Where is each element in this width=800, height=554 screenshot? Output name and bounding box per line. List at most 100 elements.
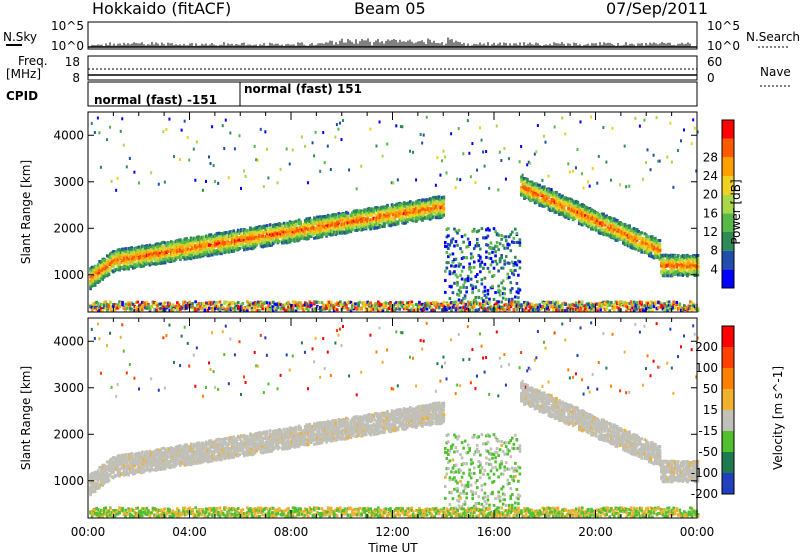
power-cell <box>308 223 312 227</box>
power-cell <box>191 250 194 254</box>
power-cell <box>509 281 513 285</box>
power-cell <box>188 158 191 162</box>
power-cell <box>319 229 322 233</box>
power-cell <box>249 236 252 240</box>
power-cell <box>271 308 275 312</box>
power-cell <box>99 260 103 264</box>
power-cell <box>334 302 337 306</box>
power-cell <box>243 238 246 242</box>
power-cell <box>223 307 226 311</box>
power-cell <box>475 237 479 241</box>
power-cell <box>160 247 164 251</box>
power-cell <box>306 233 310 237</box>
power-cell <box>262 185 265 189</box>
power-cell <box>267 306 271 310</box>
power-cell <box>271 229 275 233</box>
power-cell <box>99 266 103 270</box>
power-cell <box>287 300 290 304</box>
power-cell <box>106 266 109 270</box>
power-cell <box>293 300 296 304</box>
power-cell <box>118 304 121 308</box>
power-cell <box>451 237 455 241</box>
power-cell <box>488 301 491 305</box>
power-cell <box>303 303 307 307</box>
power-cell <box>159 242 162 246</box>
power-cell <box>191 253 194 257</box>
power-cell <box>204 236 208 240</box>
power-cell <box>150 256 153 260</box>
power-cell <box>444 269 447 273</box>
power-cell <box>209 243 213 247</box>
power-cell <box>462 152 465 156</box>
power-cell <box>306 309 310 313</box>
power-cell <box>189 239 193 243</box>
power-cell <box>308 219 312 223</box>
power-cell <box>267 230 271 234</box>
power-cell <box>466 119 469 123</box>
power-cell <box>486 292 490 296</box>
power-cell <box>442 196 446 200</box>
power-cell <box>475 280 479 284</box>
power-cell <box>462 255 465 259</box>
power-cell <box>160 255 164 259</box>
power-cell <box>144 257 147 261</box>
power-cell <box>203 240 207 244</box>
power-cell <box>177 255 181 259</box>
power-cell <box>334 224 337 228</box>
power-cell <box>180 253 184 257</box>
power-cell <box>328 225 331 229</box>
power-cell <box>241 307 245 311</box>
power-cell <box>209 161 212 165</box>
power-cell <box>381 154 384 158</box>
power-cell <box>444 279 447 283</box>
power-cell <box>342 230 345 234</box>
power-cell <box>316 235 319 239</box>
power-cell <box>145 246 149 250</box>
power-cell <box>252 245 255 249</box>
power-cell <box>195 238 199 242</box>
power-cell <box>276 181 279 185</box>
power-cell <box>503 147 506 151</box>
power-cell <box>128 261 132 265</box>
power-cell <box>273 229 277 233</box>
power-cell <box>322 218 325 222</box>
power-cell <box>299 301 302 305</box>
power-cell <box>109 307 112 311</box>
power-cell <box>119 256 123 260</box>
power-cell <box>142 301 146 305</box>
power-cell <box>517 296 520 300</box>
power-cell <box>297 301 301 305</box>
power-cell <box>230 250 234 254</box>
power-cell <box>191 238 194 242</box>
power-cell <box>229 247 232 251</box>
power-cell <box>285 221 289 225</box>
power-cell <box>182 241 185 245</box>
power-cell <box>387 306 391 310</box>
power-cell <box>326 301 330 305</box>
power-cell <box>145 254 149 258</box>
power-cell <box>518 260 522 264</box>
power-cell <box>118 263 121 267</box>
power-cell <box>209 253 213 257</box>
power-cell <box>118 251 121 255</box>
power-cell <box>189 236 193 240</box>
power-cell <box>319 169 322 173</box>
power-cell <box>206 248 210 252</box>
power-cell <box>447 227 450 231</box>
power-cell <box>303 232 307 236</box>
power-cell <box>291 224 295 228</box>
power-cell <box>235 233 239 237</box>
power-cell <box>99 302 103 306</box>
power-cell <box>285 301 289 305</box>
power-cell <box>183 251 187 255</box>
power-cell <box>322 221 325 225</box>
power-cell <box>483 262 487 266</box>
power-cell <box>116 250 120 254</box>
power-cell <box>95 279 98 283</box>
power-cell <box>93 305 97 309</box>
power-cell <box>491 284 494 288</box>
power-cell <box>241 242 245 246</box>
power-cell <box>233 147 236 151</box>
power-cell <box>186 256 190 260</box>
power-cell <box>180 249 184 253</box>
